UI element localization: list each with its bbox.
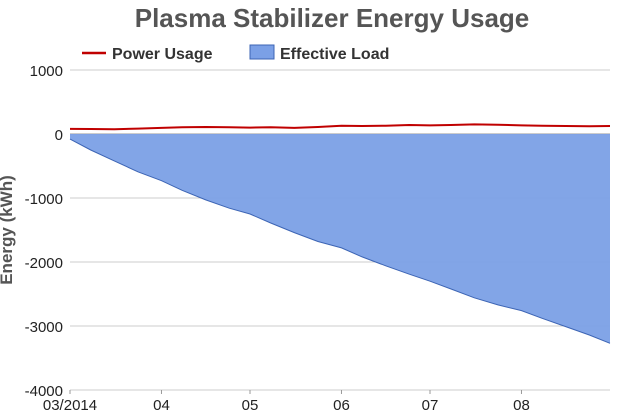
effective-load-area: [70, 134, 610, 343]
legend-swatch-effective-load: [250, 45, 274, 59]
chart-title: Plasma Stabilizer Energy Usage: [135, 3, 530, 33]
plot-area: [70, 124, 610, 343]
y-tick-label: -3000: [25, 319, 63, 336]
y-tick-label: -1000: [25, 191, 63, 208]
x-tick-label: 08: [513, 397, 530, 410]
x-tick-label: 07: [422, 397, 439, 410]
x-tick-label: 04: [153, 397, 170, 410]
x-tick-label: 05: [242, 397, 259, 410]
legend: Power Usage Effective Load: [82, 45, 389, 63]
y-tick-label: -2000: [25, 255, 63, 272]
legend-label-effective-load: Effective Load: [280, 46, 389, 63]
legend-label-power-usage: Power Usage: [112, 46, 213, 63]
x-tick-label: 03/2014: [43, 397, 97, 410]
y-tick-label: 1000: [30, 63, 63, 80]
x-tick-label: 06: [333, 397, 350, 410]
power-usage-line: [70, 124, 610, 129]
y-axis-label: Energy (kWh): [0, 175, 16, 285]
y-tick-label: 0: [55, 127, 63, 144]
